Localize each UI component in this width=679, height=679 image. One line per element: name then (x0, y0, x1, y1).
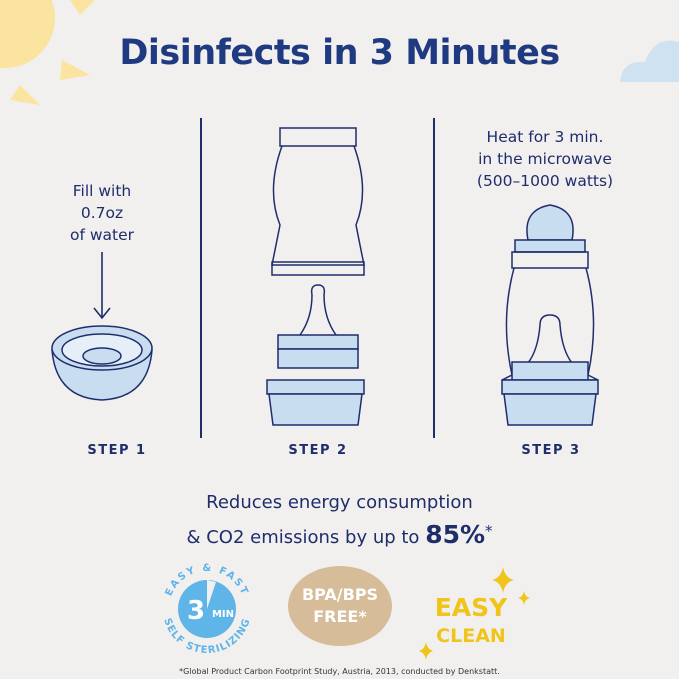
energy-text: & CO2 emissions by up to (186, 527, 420, 548)
cloud-icon (620, 40, 679, 82)
energy-percent: 85% (425, 520, 486, 549)
footnote: *Global Product Carbon Footprint Study, … (179, 667, 500, 676)
clean-line-2: CLEAN (436, 625, 506, 647)
instruction-line: Fill with (72, 182, 132, 200)
arrow-down-icon (93, 252, 111, 320)
energy-line-2: & CO2 emissions by up to 85%* (0, 517, 679, 552)
self-sterilizing-badge: 3 MIN EASY & FAST SELF STERILIZING (161, 563, 252, 656)
nipple-ring-icon (277, 284, 359, 369)
easy-clean-badge: EASY CLEAN (419, 567, 530, 660)
cap-icon (266, 379, 365, 426)
divider (200, 118, 202, 438)
energy-line-1: Reduces energy consumption (206, 492, 473, 513)
sparkle-icon (518, 591, 530, 605)
sparkle-icon (492, 567, 514, 593)
step1-instruction: Fill with 0.7oz of water (42, 180, 162, 246)
footnote-mark: * (485, 522, 493, 540)
bpa-line-1: BPA/BPS (302, 585, 378, 604)
sparkle-icon (419, 642, 433, 660)
instruction-line: Heat for 3 min. (486, 128, 604, 146)
step-2-label: STEP 2 (288, 443, 348, 458)
clean-line-1: EASY (435, 593, 508, 622)
badge-number: 3 (187, 596, 205, 626)
divider (433, 118, 435, 438)
step-3-label: STEP 3 (521, 443, 581, 458)
page-title: Disinfects in 3 Minutes (119, 33, 560, 73)
instruction-line: of water (69, 226, 135, 244)
instruction-line: in the microwave (478, 150, 612, 168)
step-1-label: STEP 1 (87, 443, 147, 458)
sun-icon (0, 0, 95, 105)
bpa-free-badge: BPA/BPS FREE* (288, 566, 392, 646)
bowl-icon (51, 325, 153, 401)
bpa-line-2: FREE* (313, 607, 367, 626)
bottle-body-icon (271, 127, 365, 276)
badge-unit: MIN (212, 609, 234, 620)
energy-claim: Reduces energy consumption & CO2 emissio… (0, 488, 679, 552)
assembled-bottle-icon (501, 204, 599, 426)
step3-instruction: Heat for 3 min. in the microwave (500–10… (462, 126, 628, 192)
instruction-line: 0.7oz (80, 204, 124, 222)
instruction-line: (500–1000 watts) (476, 172, 614, 190)
